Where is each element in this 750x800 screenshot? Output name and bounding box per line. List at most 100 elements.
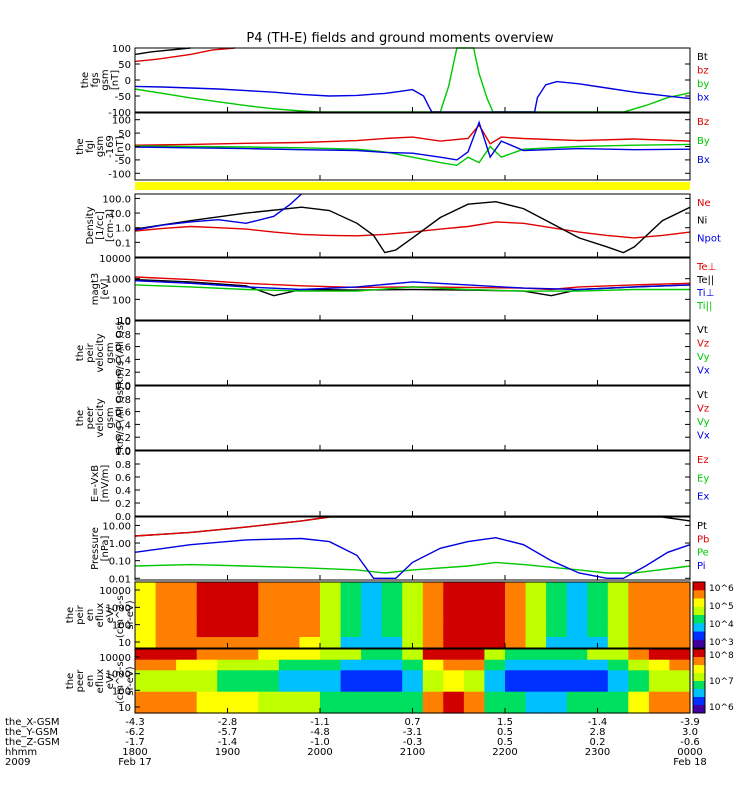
heatmap-cell (546, 637, 568, 649)
heatmap-cell (155, 604, 177, 616)
heatmap-cell (320, 593, 342, 605)
heatmap-cell (278, 615, 301, 627)
heatmap-cell (237, 670, 259, 682)
heatmap-cell (402, 691, 424, 703)
series-line-Bz (134, 123, 691, 146)
legend-entry: Ni (697, 216, 707, 227)
y-tick-label: 100 (112, 686, 131, 697)
heatmap-cell (525, 637, 547, 649)
x-row-label: the_Y-GSM (5, 727, 58, 738)
heatmap-cell (422, 604, 444, 616)
heatmap-cell (463, 649, 486, 661)
series-line-Bt (134, 47, 191, 56)
heatmap-cell (278, 681, 301, 693)
y-tick-label: 0.0 (115, 446, 131, 457)
heatmap-cell (669, 615, 691, 627)
series-line-Ti⊥ (134, 280, 691, 291)
heatmap-cell (299, 670, 321, 682)
y-tick-label: 100 (112, 44, 131, 55)
legend-entry: Ti|| (696, 301, 712, 312)
legend-entry: Vt (697, 325, 708, 336)
heatmap-cell (607, 691, 629, 703)
plot-title: P4 (TH-E) fields and ground moments over… (246, 31, 554, 46)
y-tick-label: 0.2 (115, 368, 131, 379)
heatmap-cell (176, 702, 198, 714)
heatmap-cell (217, 649, 239, 661)
heatmap-cell (381, 615, 403, 627)
heatmap-cell (484, 582, 506, 594)
heatmap-cell (505, 615, 527, 627)
legend-entry: Pe (697, 548, 709, 559)
heatmap-cell (340, 626, 362, 638)
heatmap-cell (422, 626, 444, 638)
heatmap-cell (422, 615, 444, 627)
y-tick-label: 1.0 (115, 447, 131, 458)
heatmap-cell (505, 604, 527, 616)
heatmap-cell (237, 604, 259, 616)
panel-frame (134, 385, 691, 451)
heatmap-cell (402, 659, 424, 671)
heatmap-cell (381, 681, 403, 693)
heatmap-cell (463, 702, 486, 714)
y-tick-label: -50 (115, 156, 131, 167)
heatmap-cell (258, 681, 280, 693)
heatmap-cell (546, 702, 568, 714)
heatmap-cell (628, 691, 650, 703)
legend-entry: Ez (697, 455, 709, 466)
legend-entry: Vy (697, 417, 710, 428)
heatmap-cell (176, 582, 198, 594)
x-tick-label: 2000 (307, 747, 332, 758)
legend-entry: Ti⊥ (696, 288, 714, 299)
heatmap-cell (484, 604, 506, 616)
y-tick-label: -50 (115, 92, 131, 103)
colorbar-peer_en: 10^8 10^7 10^6 (692, 648, 734, 714)
heatmap-cell (648, 582, 671, 594)
legend-entry: bx (697, 93, 709, 104)
heatmap-cell (525, 659, 547, 671)
y-tick-label: 0.8 (115, 395, 131, 406)
y-tick-label: 10.00 (102, 521, 131, 532)
y-tick-label: 1.0 (115, 224, 131, 235)
heatmap-cell (217, 615, 239, 627)
heatmap-cell (217, 691, 239, 703)
heatmap-cell (196, 681, 218, 693)
heatmap-cell (566, 659, 588, 671)
heatmap-cell (443, 691, 465, 703)
heatmap-cell (669, 637, 691, 649)
series-line-Pt (134, 516, 691, 537)
heatmap-cell (381, 593, 403, 605)
heatmap-cell (135, 681, 157, 693)
heatmap-cell (587, 691, 609, 703)
heatmap-cell (381, 702, 403, 714)
heatmap-cell (587, 670, 609, 682)
heatmap-cell (258, 593, 280, 605)
heatmap-cell (258, 659, 280, 671)
heatmap-cell (443, 649, 465, 661)
panel-fgs: 100 50 0 -50 -100 thefgsgsm[nT] Bt bz by bx (80, 44, 709, 119)
heatmap-cell (422, 659, 444, 671)
heatmap-cell (361, 604, 383, 616)
y-tick-label: 10 (118, 638, 131, 649)
heatmap-cell (278, 604, 301, 616)
heatmap-cell (607, 593, 629, 605)
y-tick-label: 0.6 (115, 343, 131, 354)
heatmap-cell (566, 637, 588, 649)
colorbar-tick-label: 10^7 (709, 677, 734, 687)
heatmap-cell (525, 593, 547, 605)
heatmap-cell (525, 604, 547, 616)
heatmap-cell (340, 593, 362, 605)
panel-frame (134, 320, 691, 386)
heatmap-cell (196, 649, 218, 661)
y-tick-label: 10 (118, 703, 131, 714)
heatmap-cell (587, 626, 609, 638)
heatmap-cell (196, 691, 218, 703)
heatmap-cell (237, 637, 259, 649)
legend-entry: Vt (697, 390, 708, 401)
heatmap-cell (320, 702, 342, 714)
heatmap-cell (299, 681, 321, 693)
heatmap-cell (546, 649, 568, 661)
y-axis-label: thefglgsm-169[nT] (75, 135, 126, 158)
heatmap-cell (505, 681, 527, 693)
heatmap-cell (176, 649, 198, 661)
